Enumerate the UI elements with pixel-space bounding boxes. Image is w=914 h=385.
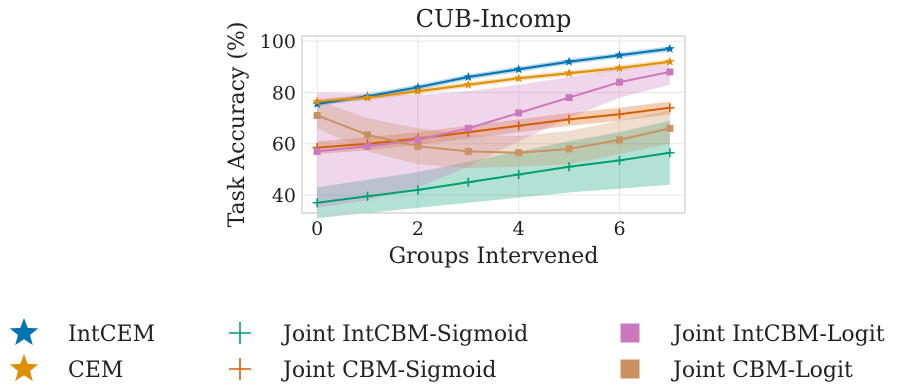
y-tick-label: 60	[272, 134, 296, 156]
legend-marker	[620, 323, 640, 343]
series-line	[317, 60, 671, 103]
data-point	[464, 124, 472, 132]
data-point	[513, 73, 524, 83]
data-point	[514, 121, 524, 131]
legend-marker	[229, 358, 251, 380]
data-point	[564, 114, 574, 124]
legend-item: Joint CBM-Logit	[620, 358, 853, 383]
confidence-band	[317, 120, 670, 219]
series-line	[316, 114, 671, 154]
data-point	[414, 136, 422, 144]
data-point	[665, 148, 675, 158]
data-point	[414, 142, 422, 150]
series-line	[317, 106, 671, 149]
data-point	[413, 185, 423, 195]
data-point	[313, 147, 321, 155]
data-point	[665, 103, 675, 113]
axis-ticks: 0 2 4 6 40 60 80 100	[260, 31, 626, 240]
series-line	[316, 151, 671, 204]
legend-label: CEM	[68, 358, 123, 383]
data-point	[363, 191, 373, 201]
confidence-band	[317, 64, 670, 208]
x-tick-label: 6	[613, 218, 625, 240]
legend-item: Joint IntCBM-Logit	[620, 322, 885, 347]
y-tick-label: 80	[272, 82, 296, 104]
data-point	[614, 50, 625, 60]
data-point	[666, 124, 674, 132]
data-point	[614, 109, 624, 119]
data-point	[312, 198, 322, 208]
legend-marker	[620, 359, 640, 379]
data-point	[665, 56, 675, 66]
data-point	[564, 162, 574, 172]
plot-frame	[301, 35, 686, 214]
legend-item: CEM	[9, 354, 123, 383]
legend-label: Joint IntCBM-Sigmoid	[281, 322, 528, 347]
confidence-band	[317, 46, 670, 107]
legend-item: IntCEM	[9, 318, 155, 347]
x-tick-label: 4	[513, 218, 525, 240]
data-point	[313, 112, 321, 120]
legend: IntCEM CEM Joint IntCBM-Sigmoid Joint CBM-S…	[9, 318, 885, 383]
data-point	[464, 147, 472, 155]
data-point	[666, 68, 674, 76]
y-tick-label: 100	[260, 31, 296, 53]
confidence-band	[317, 100, 670, 169]
data-point	[564, 68, 574, 78]
series-line	[316, 70, 671, 153]
legend-marker	[229, 322, 251, 344]
legend-label: Joint CBM-Sigmoid	[281, 358, 496, 383]
series-line	[316, 47, 671, 105]
legend-label: IntCEM	[68, 322, 155, 347]
data-point	[564, 56, 574, 66]
legend-label: Joint CBM-Logit	[671, 358, 853, 383]
data-point	[362, 92, 373, 102]
data-point	[614, 155, 624, 165]
data-point	[514, 170, 524, 180]
legend-marker	[9, 318, 39, 346]
data-point	[312, 96, 322, 106]
data-point	[614, 63, 625, 73]
data-point	[615, 136, 623, 144]
data-point	[364, 131, 372, 139]
data-point	[515, 109, 523, 117]
data-point	[364, 142, 372, 150]
data-point	[463, 72, 474, 82]
data-point	[615, 78, 623, 86]
legend-label: Joint IntCBM-Logit	[671, 322, 885, 347]
y-tick-label: 40	[272, 185, 296, 207]
data-point	[413, 86, 423, 96]
data-point	[513, 64, 524, 74]
data-point	[463, 79, 474, 89]
data-point	[565, 145, 573, 153]
data-point	[515, 149, 523, 157]
chart-title: CUB-Incomp	[416, 5, 572, 33]
data-point	[665, 43, 675, 53]
x-axis-label: Groups Intervened	[389, 244, 599, 269]
data-point	[463, 177, 473, 187]
x-tick-label: 2	[412, 218, 424, 240]
legend-item: Joint IntCBM-Sigmoid	[229, 322, 528, 347]
data-point	[565, 94, 573, 102]
plot-area	[302, 36, 685, 219]
legend-item: Joint CBM-Sigmoid	[229, 358, 496, 383]
legend-marker	[9, 354, 39, 382]
x-tick-label: 0	[311, 218, 323, 240]
y-axis-label: Task Accuracy (%)	[225, 22, 250, 228]
